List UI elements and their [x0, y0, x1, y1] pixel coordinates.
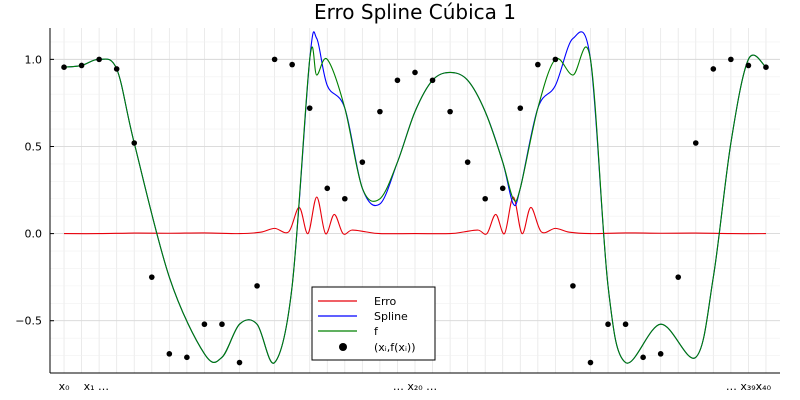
data-point: [96, 56, 102, 63]
data-point: [692, 140, 699, 146]
legend-erro-label: Erro: [374, 295, 397, 308]
data-point: [412, 69, 418, 76]
data-point: [657, 351, 664, 357]
y-tick-label: 0.0: [25, 228, 43, 241]
data-point: [447, 108, 453, 115]
data-point: [482, 195, 488, 202]
data-point: [552, 56, 559, 63]
data-point: [377, 108, 383, 115]
data-point: [148, 274, 155, 280]
data-point: [622, 321, 629, 328]
data-point: [219, 321, 225, 328]
legend-spline-label: Spline: [374, 310, 408, 323]
legend-box: [311, 286, 436, 361]
data-point: [166, 351, 173, 357]
axes: [49, 28, 780, 374]
legend-f-label: f: [374, 325, 379, 338]
data-point: [359, 159, 366, 165]
y-tick-label: −0.5: [15, 315, 42, 328]
legend-points-marker: [339, 343, 347, 351]
data-point: [535, 61, 541, 68]
legend-points-label: (xᵢ,f(xᵢ)): [374, 341, 416, 354]
data-point: [605, 321, 611, 328]
series-erro-line: [64, 196, 766, 235]
chart-title: Erro Spline Cúbica 1: [314, 0, 516, 24]
data-point: [710, 66, 717, 72]
data-point: [324, 185, 331, 192]
data-point: [763, 64, 769, 71]
data-point: [271, 56, 278, 63]
x-tick-label: … x₂₀ …: [393, 380, 437, 393]
data-point: [517, 105, 524, 111]
data-point: [429, 77, 436, 84]
data-point: [342, 195, 348, 202]
data-point: [61, 64, 67, 71]
data-point: [131, 140, 138, 146]
data-point: [201, 321, 208, 328]
x-tick-label: x₀: [59, 380, 71, 393]
data-point: [78, 62, 85, 69]
x-ticks: x₀ x₁ … … x₂₀ … … x₃₉x₄₀: [59, 380, 772, 393]
data-point: [306, 105, 313, 111]
data-point: [587, 359, 594, 366]
data-point: [640, 354, 646, 361]
y-tick-label: 0.5: [25, 140, 43, 153]
series-f-line: [63, 46, 767, 364]
data-point: [184, 354, 190, 361]
data-point: [499, 185, 506, 192]
data-point: [570, 283, 576, 289]
data-point: [464, 159, 471, 165]
x-tick-label: … x₃₉x₄₀: [726, 380, 772, 393]
x-tick-label: x₁ …: [84, 380, 109, 393]
points-layer: [61, 56, 769, 366]
data-point: [675, 274, 682, 280]
series-layer: [63, 31, 767, 364]
legend: Erro Spline f (xᵢ,f(xᵢ)): [311, 286, 436, 361]
data-point: [745, 62, 752, 69]
data-point: [113, 66, 120, 72]
y-ticks: 1.0 0.5 0.0 −0.5: [15, 53, 54, 328]
data-point: [254, 283, 260, 289]
grid: [50, 28, 780, 373]
data-point: [236, 359, 243, 366]
y-tick-label: 1.0: [25, 53, 43, 66]
data-point: [289, 61, 295, 68]
data-point: [394, 77, 401, 84]
data-point: [728, 56, 734, 63]
